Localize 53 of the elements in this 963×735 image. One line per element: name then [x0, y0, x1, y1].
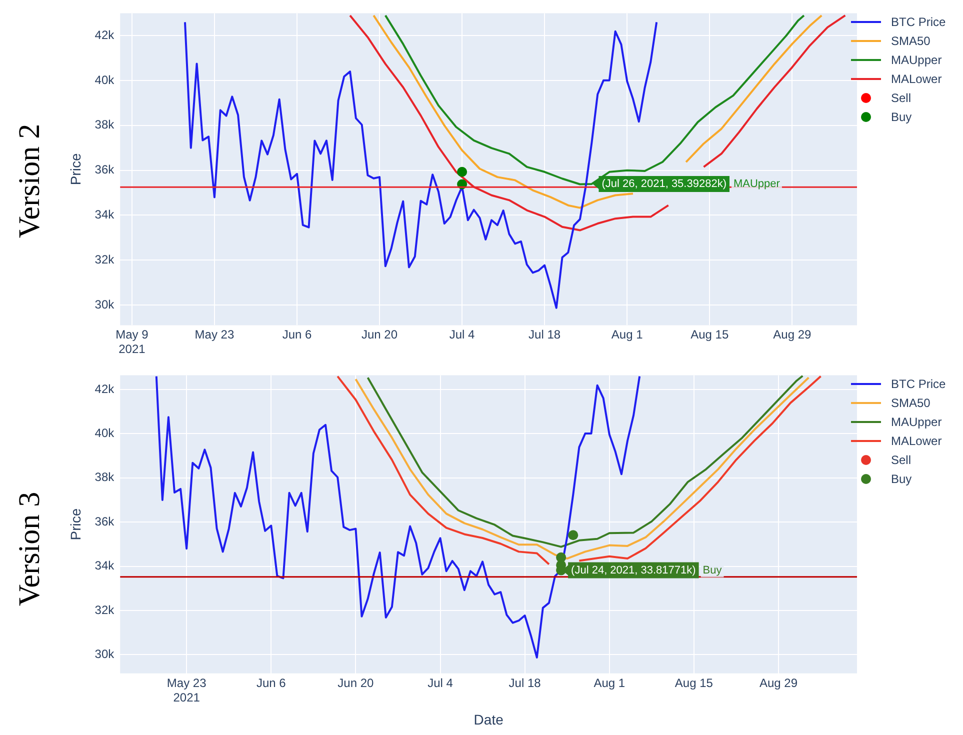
y-tick-label: 38k	[94, 470, 116, 484]
x-tick-label: Jul 18	[508, 676, 542, 690]
x-tick-label: Jul 4	[428, 676, 454, 690]
legend-label: SMA50	[891, 396, 930, 410]
y-tick-label: 30k	[94, 646, 116, 661]
legend-label: MALower	[891, 72, 942, 86]
x-tick-label: Aug 15	[690, 328, 729, 342]
x-axis-title: Date	[474, 711, 504, 728]
text: Version 2	[13, 124, 47, 238]
x-tick-label: Jun 20	[362, 328, 398, 342]
y-axis-title: Price	[67, 153, 84, 186]
x-tick-label: Jul 18	[528, 328, 561, 342]
text: Buy	[702, 564, 722, 576]
x-tick-label: May 23	[194, 328, 234, 342]
legend-label: Buy	[891, 110, 912, 124]
y-tick-label: 30k	[94, 297, 116, 312]
legend-label: Sell	[891, 90, 912, 104]
x-tick-label: May 23 2021	[166, 676, 207, 704]
x-tick-label: Jul 4	[449, 328, 476, 342]
legend-label: MALower	[891, 434, 942, 448]
y-tick-label: 38k	[94, 118, 116, 132]
y-tick-label: 40k	[94, 426, 116, 440]
x-tick-label: May 9 2021	[116, 328, 149, 356]
y-tick-label: 42k	[94, 382, 116, 396]
legend-label: MAUpper	[891, 414, 942, 428]
legend-label: Buy	[891, 472, 912, 486]
y-tick-label: 42k	[94, 28, 116, 42]
y-tick-label: 32k	[94, 252, 116, 266]
y-tick-label: 34k	[94, 208, 116, 222]
y-tick-label: 40k	[94, 72, 116, 87]
x-tick-label: Aug 15	[674, 676, 714, 690]
x-tick-label: Jun 6	[256, 676, 286, 690]
legend-label: BTC Price	[891, 14, 946, 28]
legend-label: Sell	[891, 452, 912, 466]
y-tick-label: 36k	[94, 514, 116, 528]
point	[568, 530, 578, 540]
text: MAUpper	[733, 178, 780, 190]
y-tick-label: 34k	[94, 558, 116, 573]
x-tick-label: Aug 29	[759, 676, 798, 690]
x-tick-label: Aug 29	[773, 328, 812, 342]
y-axis-title: Price	[67, 508, 84, 540]
legend-label: MAUpper	[891, 52, 942, 66]
annotation: (Jul 26, 2021, 35.39282k)	[602, 178, 726, 190]
x-tick-label: Jun 20	[338, 676, 374, 690]
y-tick-label: 32k	[94, 602, 116, 617]
legend-label: BTC Price	[891, 376, 946, 390]
text: Version 3	[13, 491, 47, 606]
x-tick-label: Aug 1	[594, 676, 626, 690]
x-tick-label: Jun 6	[282, 328, 312, 342]
x-tick-label: Aug 1	[611, 328, 644, 342]
legend-label: SMA50	[891, 34, 930, 48]
annotation: (Jul 24, 2021, 33.81771k)	[571, 564, 696, 576]
y-tick-label: 36k	[94, 162, 116, 177]
